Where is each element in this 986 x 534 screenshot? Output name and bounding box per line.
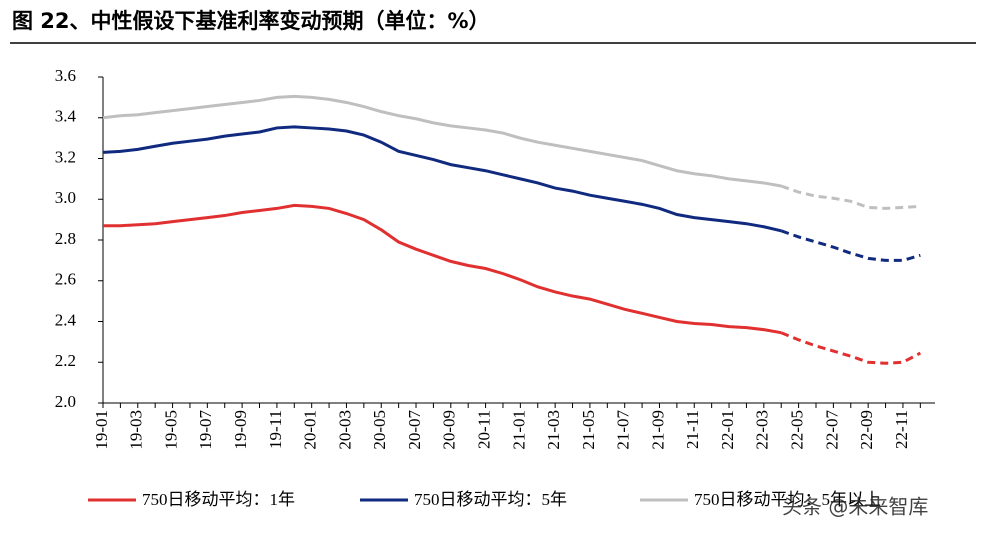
x-tick-label: 20-03 — [335, 410, 354, 450]
legend-label: 750日移动平均：1年 — [142, 490, 295, 509]
series-line — [102, 125, 782, 233]
x-tick-label: 21-11 — [683, 410, 702, 449]
series-line — [103, 203, 782, 335]
x-tick-label: 21-05 — [579, 410, 598, 450]
y-tick-label: 2.2 — [55, 351, 76, 370]
y-tick-label: 3.4 — [55, 107, 77, 126]
x-tick-label: 19-07 — [196, 410, 215, 450]
x-tick-label: 21-07 — [614, 410, 633, 450]
x-tick-label: 22-03 — [753, 410, 772, 450]
series-line-dashed — [780, 331, 922, 365]
x-tick-label: 19-09 — [231, 410, 250, 450]
x-tick-label: 20-07 — [405, 410, 424, 450]
x-tick-label: 20-05 — [370, 410, 389, 450]
x-tick-label: 19-03 — [127, 410, 146, 450]
y-tick-label: 2.8 — [55, 229, 76, 248]
x-tick-label: 20-09 — [440, 410, 459, 450]
legend-label: 750日移动平均：5年 — [414, 490, 567, 509]
y-tick-label: 2.4 — [55, 310, 77, 329]
x-tick-label: 21-03 — [544, 410, 563, 450]
x-tick-label: 22-09 — [857, 410, 876, 450]
y-tick-label: 3.2 — [55, 147, 76, 166]
watermark: 头条 @未来智库 — [782, 495, 928, 519]
series-line-dashed — [780, 184, 921, 210]
x-tick-label: 22-11 — [892, 410, 911, 449]
y-tick-label: 3.6 — [55, 66, 76, 85]
x-tick-label: 19-01 — [92, 410, 111, 450]
y-tick-label: 2.0 — [55, 392, 76, 411]
chart-title: 图 22、中性假设下基准利率变动预期（单位：%） — [12, 9, 490, 33]
x-tick-label: 22-01 — [718, 410, 737, 450]
x-tick-label: 21-09 — [648, 410, 667, 450]
series-line-dashed — [780, 229, 921, 262]
x-tick-label: 20-11 — [474, 410, 493, 449]
legend-label: 750日移动平均：5年以上 — [694, 490, 881, 509]
x-tick-label: 21-01 — [509, 410, 528, 450]
series-line — [102, 94, 782, 188]
x-tick-label: 20-01 — [301, 410, 320, 450]
y-tick-label: 2.6 — [55, 270, 76, 289]
y-tick-label: 3.0 — [55, 188, 76, 207]
x-tick-label: 19-05 — [161, 410, 180, 450]
x-tick-label: 19-11 — [266, 410, 285, 449]
x-tick-label: 22-07 — [822, 410, 841, 450]
x-tick-label: 22-05 — [788, 410, 807, 450]
